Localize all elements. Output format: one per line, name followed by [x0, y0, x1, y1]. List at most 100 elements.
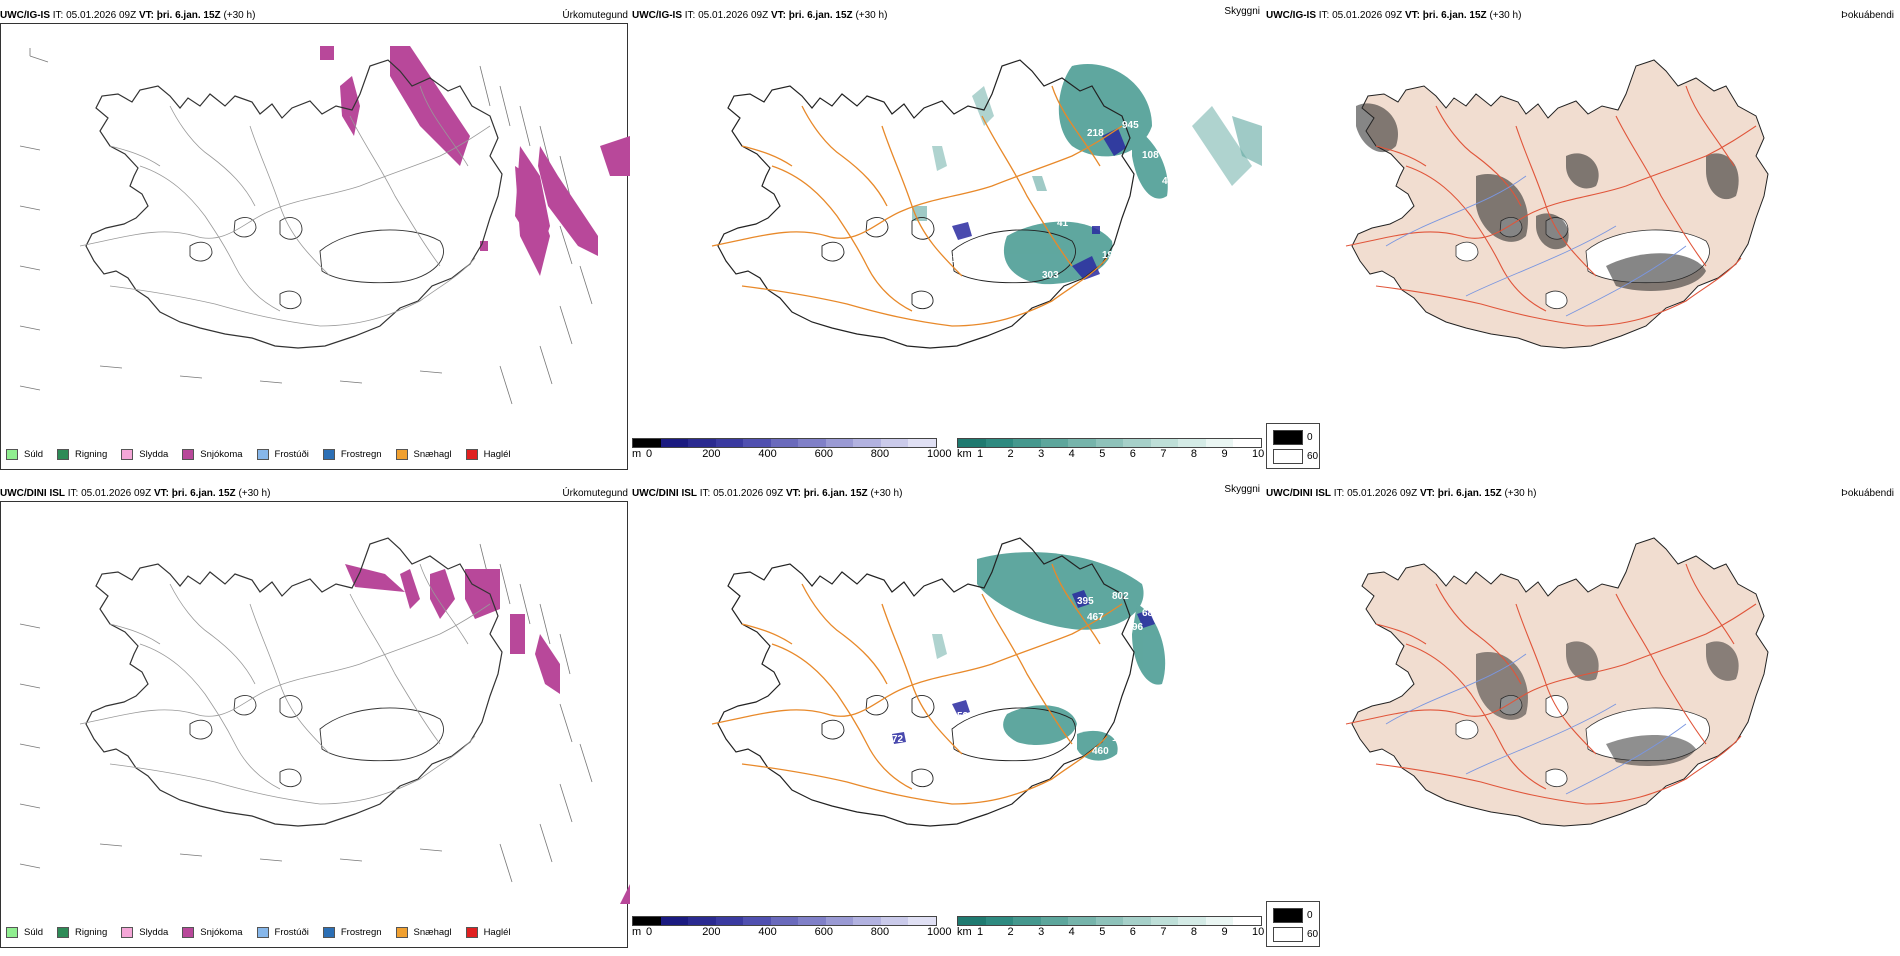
colorbar-segment: [985, 917, 1014, 925]
colorbar-segment: [798, 439, 826, 447]
low-visibility-areas: [932, 552, 1166, 761]
ceiling-label: 184: [952, 254, 969, 265]
legend-label: Haglél: [483, 926, 511, 938]
colorbar-segment: [958, 439, 986, 447]
colorbar-tick: 2: [1007, 448, 1014, 460]
colorbar-tick: 400: [758, 926, 777, 938]
ceiling-label: 19: [1102, 250, 1114, 261]
colorbar-tick: 1: [977, 448, 984, 460]
colorbar-segment: [633, 439, 661, 447]
legend-swatch: [395, 926, 408, 938]
ceiling-label: 467: [1087, 612, 1104, 623]
colorbar-segment: [1123, 439, 1151, 447]
colorbar-segment: [743, 917, 771, 925]
legend-label: Frostúði: [274, 926, 309, 938]
colorbar-tick: 0: [646, 448, 653, 460]
colorbar-tick: 6: [1129, 448, 1136, 460]
legend-item: Frostregn: [322, 926, 382, 938]
fog-index-panel-row2: UWC/DINI ISL IT: 05.01.2026 09Z VT: þri.…: [1266, 486, 1896, 956]
colorbar-segment: [1205, 917, 1234, 925]
legend-label: Snjókoma: [200, 448, 243, 460]
colorbar-segment: [660, 439, 689, 447]
ceiling-colorbar: m 0 200 400 600 800 1000: [632, 438, 951, 460]
ceiling-label: 52: [957, 711, 969, 722]
ceiling-label: 144: [1112, 733, 1129, 744]
iceland-fog-map: [1345, 59, 1769, 349]
panel-frame: [0, 23, 628, 470]
colorbar-segment: [853, 917, 881, 925]
ceiling-label: 303: [1042, 270, 1059, 281]
legend-item: Frostúði: [256, 926, 309, 938]
low-visibility-areas: [912, 64, 1262, 285]
colorbar-tick: 600: [814, 926, 833, 938]
colorbar-tick: 400: [758, 448, 777, 460]
iceland-precip-map: [19, 537, 630, 904]
colorbar-segment: [688, 439, 716, 447]
colorbar-tick: 200: [702, 926, 721, 938]
legend-label: Súld: [24, 448, 44, 460]
colorbar-segment: [1068, 439, 1096, 447]
legend-label: Slydda: [139, 926, 169, 938]
colorbar-tick: 800: [870, 926, 890, 938]
visibility-unit: km: [957, 926, 972, 938]
precip-type-legend: Súld Rigning Slydda Snjókoma Frostúði Frostre…: [6, 923, 525, 941]
legend-swatch: [57, 926, 70, 938]
iceland-fog-map: [1345, 537, 1769, 827]
colorbar-segment: [633, 917, 661, 925]
colorbar-segment: [1150, 917, 1179, 925]
ceiling-label: 74: [1172, 638, 1184, 649]
ceiling-unit: m: [632, 448, 642, 460]
ceiling-label: 95: [1052, 651, 1064, 662]
legend-item: Snjókoma: [182, 448, 243, 460]
visibility-panel-row2: UWC/DINI ISL IT: 05.01.2026 09Z VT: þri.…: [632, 484, 1264, 956]
legend-item: Snjókoma: [182, 926, 243, 938]
legend-item: Rigning: [57, 926, 108, 938]
precip-type-panel-row1: UWC/IG-IS IT: 05.01.2026 09Z VT: þri. 6.…: [0, 8, 630, 478]
legend-item: Haglél: [465, 926, 511, 938]
panel-title: Skyggni: [1224, 6, 1260, 17]
colorbar-tick: 7: [1160, 926, 1167, 938]
colorbar-tick: 8: [1190, 926, 1197, 938]
fog-legend-high-label: 60: [1307, 929, 1319, 940]
legend-swatch: [121, 448, 134, 460]
fog-legend-low-label: 0: [1307, 910, 1313, 921]
colorbar-tick: 5: [1099, 448, 1106, 460]
colorbar-tick: 4: [1068, 926, 1075, 938]
colorbar-tick: 4: [1068, 448, 1075, 460]
legend-swatch: [322, 926, 335, 938]
iceland-visibility-map: 395 802 68 467 96 74 12 95 52 72 144 460: [711, 537, 1184, 827]
panel-header: UWC/DINI ISL IT: 05.01.2026 09Z VT: þri.…: [1266, 488, 1894, 499]
colorbar-tick: 9: [1221, 448, 1228, 460]
visibility-colorbar: km 1 2 3 4 5 6 7 8 9 10: [957, 916, 1264, 938]
fog-legend-high-swatch: [1273, 449, 1303, 464]
colorbar-segment: [825, 917, 854, 925]
ceiling-label: 72: [892, 734, 904, 745]
ceiling-label: 802: [1112, 591, 1129, 602]
legend-label: Slydda: [139, 448, 169, 460]
legend-label: Frostregn: [340, 926, 382, 938]
colorbar-tick: 800: [870, 448, 890, 460]
colorbar-segment: [1095, 439, 1124, 447]
ceiling-label: 16: [887, 248, 899, 259]
fog-legend-low-swatch: [1273, 908, 1303, 923]
legend-item: Súld: [6, 926, 43, 938]
fog-legend: 0 60: [1266, 901, 1320, 947]
colorbar-tick: 2: [1007, 926, 1014, 938]
legend-item: Rigning: [57, 448, 107, 460]
panel-frame: [0, 501, 628, 948]
legend-label: Rigning: [75, 926, 108, 938]
legend-label: Frostregn: [340, 448, 382, 460]
snow-areas: [320, 46, 630, 276]
colorbar-segment: [688, 917, 716, 925]
legend-item: Snæhagl: [395, 448, 452, 460]
ceiling-label: 132: [1117, 270, 1134, 281]
panel-header: UWC/DINI ISL IT: 05.01.2026 09Z VT: þri.…: [0, 488, 628, 499]
panel-header: UWC/IG-IS IT: 05.01.2026 09Z VT: þri. 6.…: [1266, 10, 1894, 21]
colorbar-segment: [958, 917, 986, 925]
legend-swatch: [182, 926, 195, 938]
colorbar-segment: [770, 439, 799, 447]
ceiling-label: 460: [1092, 746, 1109, 757]
colorbar-segment: [1178, 917, 1206, 925]
panel-title: Þokuábendi: [1841, 10, 1894, 21]
colorbar-tick: 1000: [927, 448, 952, 460]
